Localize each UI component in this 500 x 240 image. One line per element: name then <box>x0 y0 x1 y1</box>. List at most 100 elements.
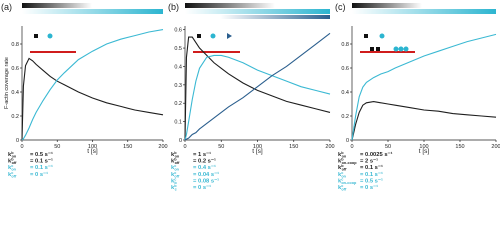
gradient-bars <box>22 3 496 19</box>
parameter: kc off = 0 s⁻¹ <box>338 184 378 192</box>
y-tick-label: 0.2 <box>174 101 182 107</box>
parameter-value: = 0.08 s⁻¹ <box>193 177 219 184</box>
parameter-sup: c <box>174 171 176 175</box>
parameter-sup: b <box>341 164 344 168</box>
parameter-sub: c <box>175 188 177 192</box>
parameter-value: = 0.04 s⁻¹ <box>193 171 219 178</box>
parameter-symbol: k <box>8 159 12 165</box>
x-tick-label: 200 <box>158 144 167 150</box>
parameter: kc on = 0.4 s⁻¹ <box>171 164 216 172</box>
y-tick-label: 0.1 <box>174 120 182 126</box>
parameter-value: = 0 s⁻¹ <box>193 184 211 191</box>
panel-label: (b) <box>168 2 179 12</box>
parameter: kc on-coop = 0.5 s⁻¹ <box>338 177 383 185</box>
parameter-value: = 0.1 s⁻¹ <box>30 164 53 171</box>
parameter: kc b = 0.08 s⁻¹ <box>171 177 219 185</box>
parameter: kc on = 0.1 s⁻¹ <box>338 171 383 179</box>
parameter: kb c = 0 s⁻¹ <box>171 184 211 192</box>
y-tick-label: 0.4 <box>341 90 349 96</box>
series-line <box>21 29 164 141</box>
parameter: kb on = 0.5 s⁻¹ <box>8 151 53 159</box>
parameter-sub: on <box>11 168 16 172</box>
parameter-value: = 0 s⁻¹ <box>360 184 378 191</box>
series-line <box>184 32 331 141</box>
parameter-sup: b <box>11 151 14 155</box>
parameter-sub: off <box>342 168 348 172</box>
parameter-symbol: k <box>338 152 342 158</box>
parameter-value: = 2 s⁻¹ <box>360 158 378 165</box>
parameter-sub: off <box>175 161 181 165</box>
parameter-symbol: k <box>8 172 12 178</box>
parameter-sub: on <box>175 155 180 159</box>
parameter-sup: c <box>341 171 343 175</box>
parameter: kb off = 0.2 s⁻¹ <box>171 158 216 166</box>
panel-label: (c) <box>335 2 346 12</box>
x-tick-label: 0 <box>350 144 353 150</box>
parameter-sup: c <box>341 177 343 181</box>
parameter-sup: b <box>341 158 344 162</box>
x-tick-label: 100 <box>253 144 262 150</box>
schematics <box>30 33 415 53</box>
figure: (a) 0 0.2 0.4 0.6 0.8 0 50 100 150 200 t [s] F-actin… <box>1 2 500 192</box>
parameter-value: = 0.1 s⁻¹ <box>30 158 53 165</box>
y-tick-label: 0.6 <box>341 66 349 72</box>
y-tick-label: 0.4 <box>11 90 19 96</box>
parameter-sub: off <box>11 174 17 178</box>
parameter-sup: b <box>174 151 177 155</box>
x-tick-label: 100 <box>88 144 97 150</box>
series-line <box>351 101 497 141</box>
x-axis-label: t [s] <box>252 148 263 155</box>
parameter-sub: on <box>342 155 347 159</box>
parameter-value: = 0.5 s⁻¹ <box>360 177 383 184</box>
y-tick-label: 0.4 <box>174 64 182 70</box>
parameter-symbol: k <box>338 165 342 171</box>
parameter-sub: on <box>12 155 17 159</box>
parameter: kb on = 0.0025 s⁻¹ <box>338 151 393 159</box>
x-tick-label: 200 <box>491 144 500 150</box>
parameter-sup: c <box>11 164 13 168</box>
parameter-symbol: k <box>8 165 12 171</box>
parameter-symbol: k <box>338 178 342 184</box>
parameter: kb off = 0.1 s⁻¹ <box>338 164 383 172</box>
y-tick-label: 0.2 <box>11 114 19 120</box>
y-tick-label: 0.2 <box>341 114 349 120</box>
parameter-symbol: k <box>8 152 12 158</box>
parameter: kb on = 1 s⁻¹ <box>171 151 211 159</box>
parameter-symbol: k <box>338 185 342 191</box>
parameter-sup: b <box>174 158 177 162</box>
parameter-symbol: k <box>171 185 175 191</box>
parameter-sub: on-coop <box>342 161 358 165</box>
x-tick-label: 0 <box>20 144 23 150</box>
series-line <box>184 54 331 141</box>
parameter-sup: c <box>341 184 343 188</box>
parameter-sup: b <box>341 151 344 155</box>
series-line <box>351 33 497 141</box>
x-axis-label: t [s] <box>419 148 430 155</box>
parameter: kc off = 0.04 s⁻¹ <box>171 171 219 179</box>
parameter-sup: c <box>174 164 176 168</box>
parameter-sub: off <box>12 161 18 165</box>
x-tick-label: 150 <box>289 144 298 150</box>
parameter-symbol: k <box>171 165 175 171</box>
parameter-sub: off <box>174 174 180 178</box>
parameter-value: = 0 s⁻¹ <box>30 171 48 178</box>
parameter-sup: c <box>11 171 13 175</box>
y-tick-label: 0.6 <box>174 28 182 34</box>
x-tick-label: 50 <box>218 144 224 150</box>
parameter-sub: on-coop <box>341 181 357 185</box>
x-tick-label: 200 <box>325 144 334 150</box>
parameter-value: = 0.1 s⁻¹ <box>360 164 383 171</box>
x-axis-label: t [s] <box>87 148 98 155</box>
series-line <box>184 36 331 141</box>
parameter-symbol: k <box>171 178 175 184</box>
parameter-symbol: k <box>338 159 342 165</box>
parameter-value: = 0.1 s⁻¹ <box>360 171 383 178</box>
series-line <box>21 57 164 141</box>
parameter: kc off = 0 s⁻¹ <box>8 171 48 179</box>
y-axis-label: F-actin coverage rate <box>4 57 10 109</box>
y-tick-label: 0 <box>179 138 182 144</box>
parameter-sup: c <box>174 177 176 181</box>
x-tick-label: 50 <box>385 144 391 150</box>
y-tick-label: 0 <box>346 138 349 144</box>
x-tick-label: 150 <box>123 144 132 150</box>
